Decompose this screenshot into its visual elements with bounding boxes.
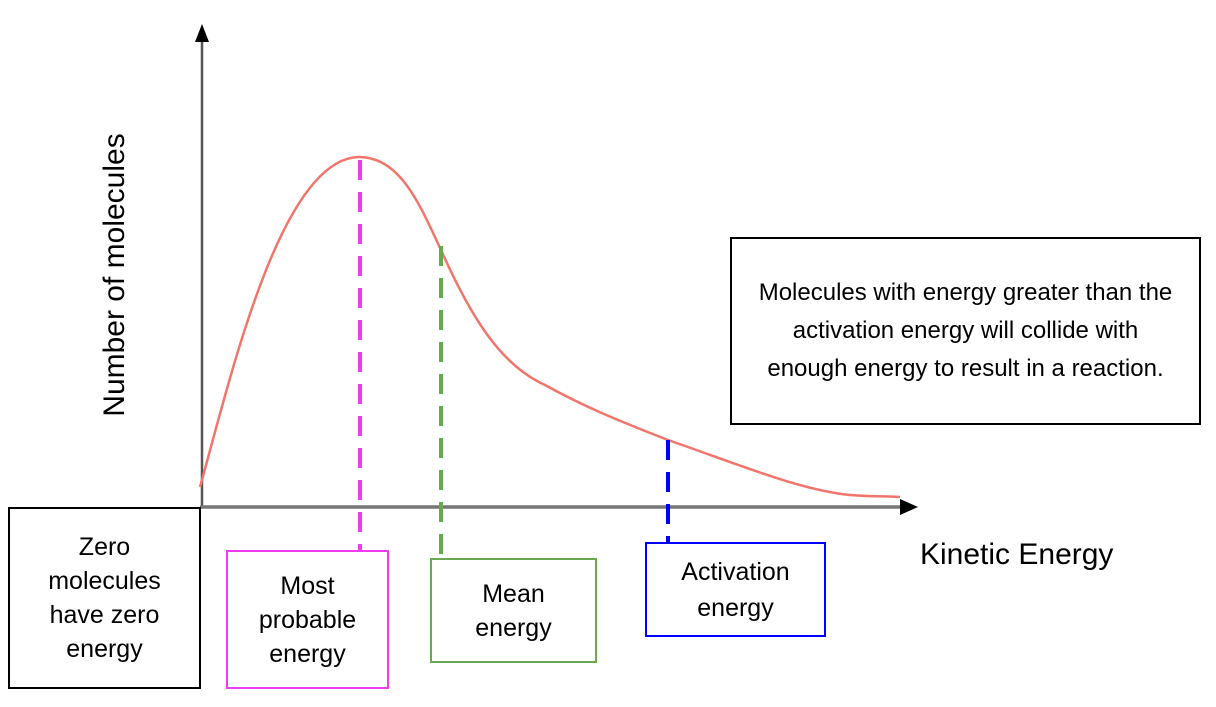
most-probable-box: Most probable energy	[226, 550, 389, 689]
y-axis-label: Number of molecules	[98, 133, 131, 417]
activation-energy-box: Activation energy	[645, 542, 826, 637]
mean-energy-box: Mean energy	[430, 558, 597, 663]
activation-note-box: Molecules with energy greater than the a…	[730, 237, 1201, 425]
zero-energy-box: Zero molecules have zero energy	[8, 507, 201, 689]
y-axis-arrow-icon	[195, 24, 209, 42]
x-axis-arrow-icon	[900, 499, 918, 515]
distribution-curve	[198, 155, 901, 499]
x-axis-label: Kinetic Energy	[920, 538, 1114, 571]
